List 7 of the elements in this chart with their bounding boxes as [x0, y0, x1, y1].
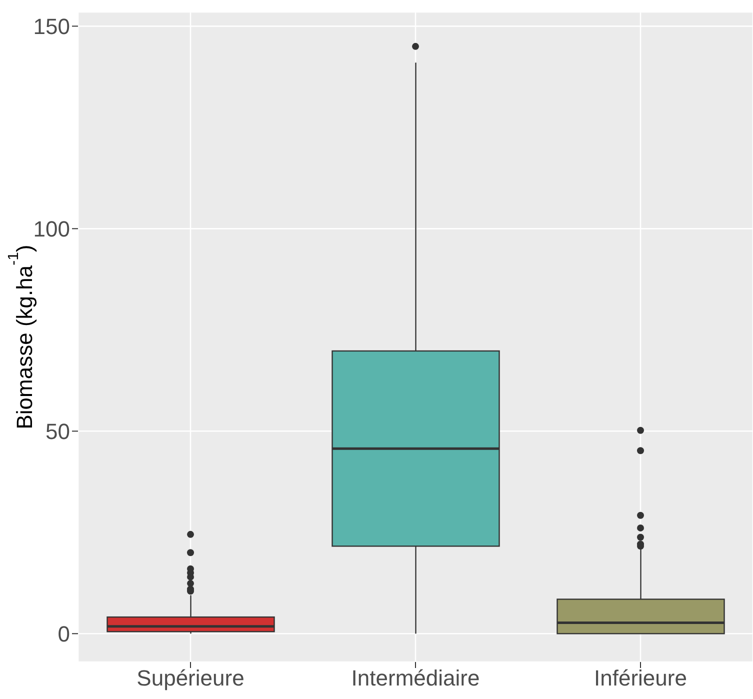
y-tick-label: 100: [33, 216, 70, 242]
x-tick-label: Intermédiaire: [351, 666, 480, 691]
y-tick-label: 0: [58, 621, 70, 646]
x-tick-label: Inférieure: [594, 666, 687, 691]
y-tick-label: 50: [46, 418, 70, 444]
y-tick-label: 150: [33, 14, 70, 39]
x-tick-label: Supérieure: [136, 666, 244, 691]
